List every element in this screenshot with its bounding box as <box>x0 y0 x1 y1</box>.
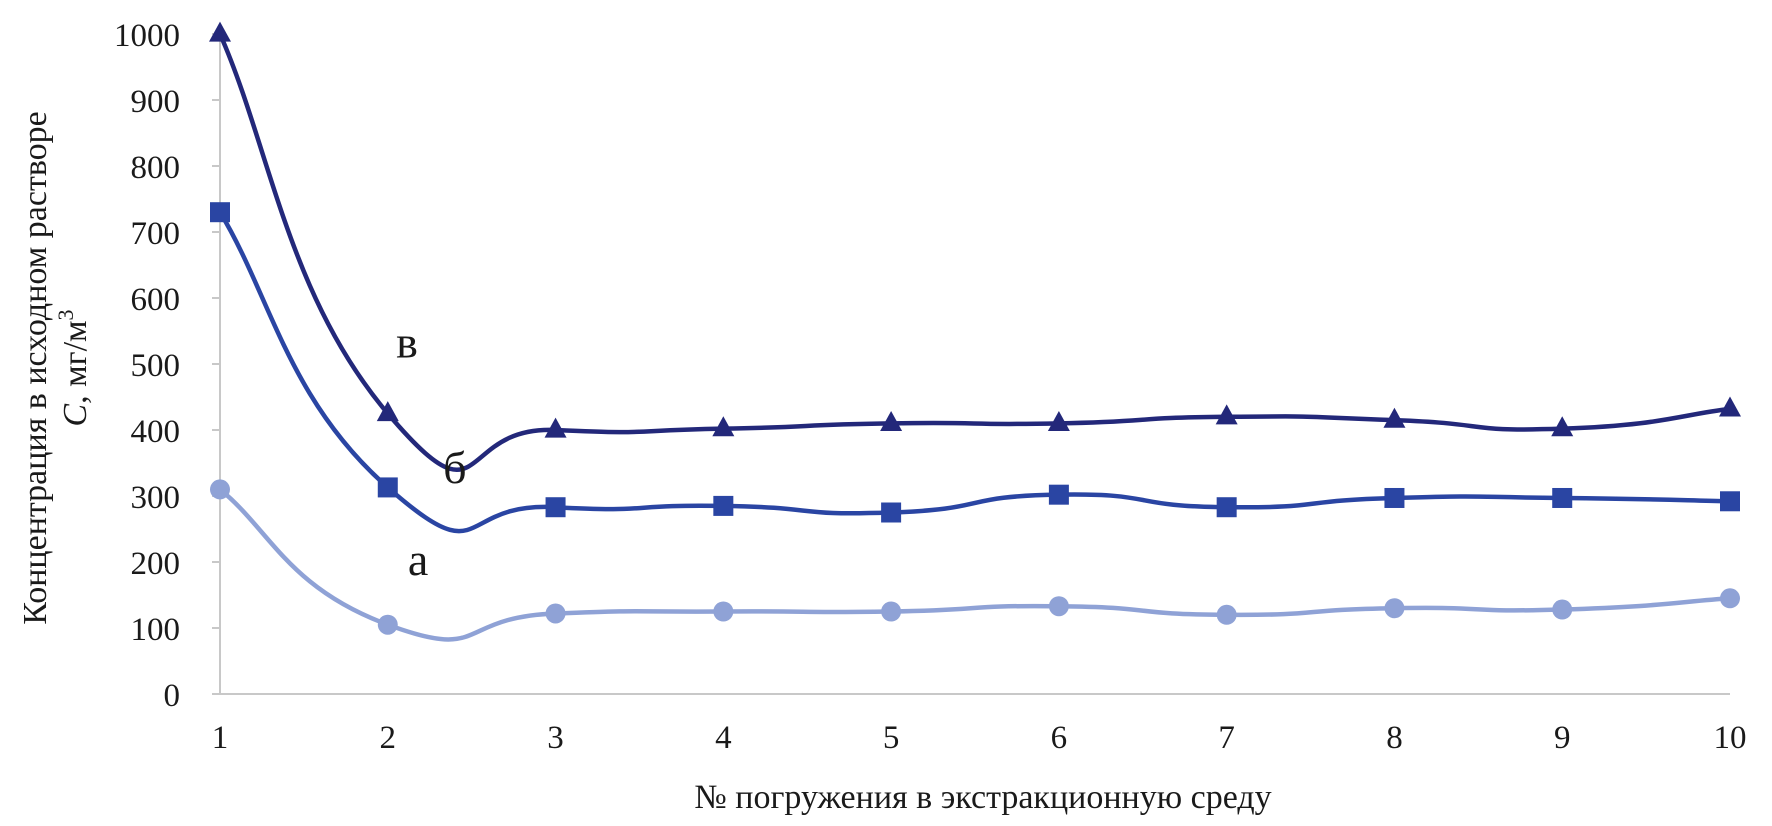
y-tick-label: 400 <box>131 414 181 450</box>
y-tick-label: 700 <box>131 216 181 252</box>
data-point-triangle <box>1047 411 1070 431</box>
y-axis-unit: , мг/м <box>57 320 94 403</box>
data-point-square <box>881 502 902 523</box>
y-axis-symbol: C <box>57 404 94 427</box>
x-tick-label: 9 <box>1554 720 1571 756</box>
data-point-triangle <box>1383 407 1406 428</box>
data-point-circle <box>1720 588 1740 609</box>
data-point-circle <box>1216 604 1237 625</box>
x-tick-label: 2 <box>380 720 397 756</box>
data-point-triangle <box>712 416 735 437</box>
series-line <box>218 487 1731 642</box>
series-annotation: а <box>408 534 428 585</box>
series-line <box>218 211 1731 534</box>
data-point-circle <box>713 601 734 622</box>
x-tick-label: 3 <box>547 720 564 756</box>
y-tick-label: 0 <box>164 678 181 714</box>
data-point-circle <box>1384 598 1405 619</box>
data-point-triangle <box>1551 416 1574 437</box>
y-tick-label: 1000 <box>114 18 180 54</box>
data-point-square <box>1048 484 1069 505</box>
y-axis-title-line2: C, мг/м3 <box>53 309 94 426</box>
data-point-circle <box>210 479 230 500</box>
data-point-triangle <box>880 411 903 431</box>
data-point-triangle <box>376 401 399 422</box>
chart-annotations: в ба <box>396 316 466 585</box>
x-tick-label: 8 <box>1386 720 1403 756</box>
data-point-square <box>377 477 398 498</box>
series-2 <box>210 202 1740 534</box>
data-point-triangle <box>1215 404 1238 425</box>
data-point-square <box>1384 487 1405 508</box>
y-tick-label: 100 <box>131 612 181 648</box>
x-tick-label: 1 <box>212 720 229 756</box>
data-point-triangle <box>209 21 231 42</box>
data-point-circle <box>1048 596 1069 617</box>
x-tick-label: 10 <box>1714 720 1747 756</box>
data-point-square <box>545 497 566 518</box>
y-axis-unit-sup: 3 <box>53 309 78 320</box>
data-point-square <box>1216 497 1237 518</box>
chart-axes <box>219 34 1730 695</box>
x-tick-label: 5 <box>883 720 900 756</box>
x-tick-label: 6 <box>1051 720 1068 756</box>
data-point-triangle <box>544 417 567 438</box>
data-point-square <box>1720 491 1740 512</box>
data-point-circle <box>881 601 902 622</box>
series-annotation: в <box>396 316 418 367</box>
data-point-square <box>713 495 734 516</box>
series-1 <box>210 479 1740 642</box>
series-annotation: б <box>443 442 466 493</box>
chart-ticks: 0 100 200 300 400 500 600 700 800 900 1000 1 2 3 4 5 6 7 8… <box>114 18 1747 756</box>
data-point-circle <box>545 603 566 624</box>
x-tick-label: 7 <box>1218 720 1235 756</box>
data-point-circle <box>1552 599 1573 620</box>
x-tick-label: 4 <box>715 720 732 756</box>
data-point-square <box>210 202 230 223</box>
chart-series <box>209 21 1741 642</box>
y-axis-title-line1: Концентрация в исходном растворе <box>17 111 54 625</box>
series-3 <box>209 21 1741 473</box>
data-point-circle <box>377 614 398 635</box>
y-tick-label: 800 <box>131 150 181 186</box>
y-tick-label: 900 <box>131 84 181 120</box>
x-axis-title: № погружения в экстракционную среду <box>694 779 1271 816</box>
data-point-triangle <box>1719 396 1741 417</box>
data-point-square <box>1552 487 1573 508</box>
y-tick-label: 500 <box>131 348 181 384</box>
y-tick-label: 200 <box>131 546 181 582</box>
series-line <box>217 33 1731 473</box>
y-tick-label: 300 <box>131 480 181 516</box>
y-tick-label: 600 <box>131 282 181 318</box>
